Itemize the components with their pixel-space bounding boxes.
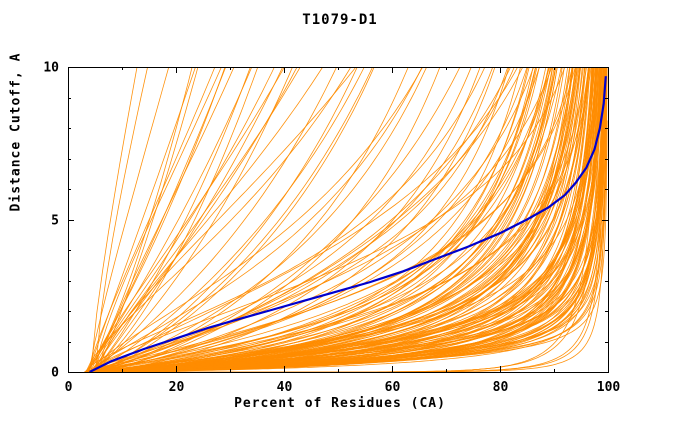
svg-text:20: 20 xyxy=(169,380,185,395)
chart-title: T1079-D1 xyxy=(302,12,378,28)
svg-text:10: 10 xyxy=(43,61,59,76)
svg-text:0: 0 xyxy=(65,380,73,395)
svg-text:40: 40 xyxy=(277,380,293,395)
x-axis-label: Percent of Residues (CA) xyxy=(234,396,446,411)
svg-text:60: 60 xyxy=(385,380,401,395)
svg-text:0: 0 xyxy=(51,366,59,381)
svg-text:5: 5 xyxy=(51,214,59,229)
svg-text:80: 80 xyxy=(493,380,509,395)
svg-text:100: 100 xyxy=(597,380,621,395)
